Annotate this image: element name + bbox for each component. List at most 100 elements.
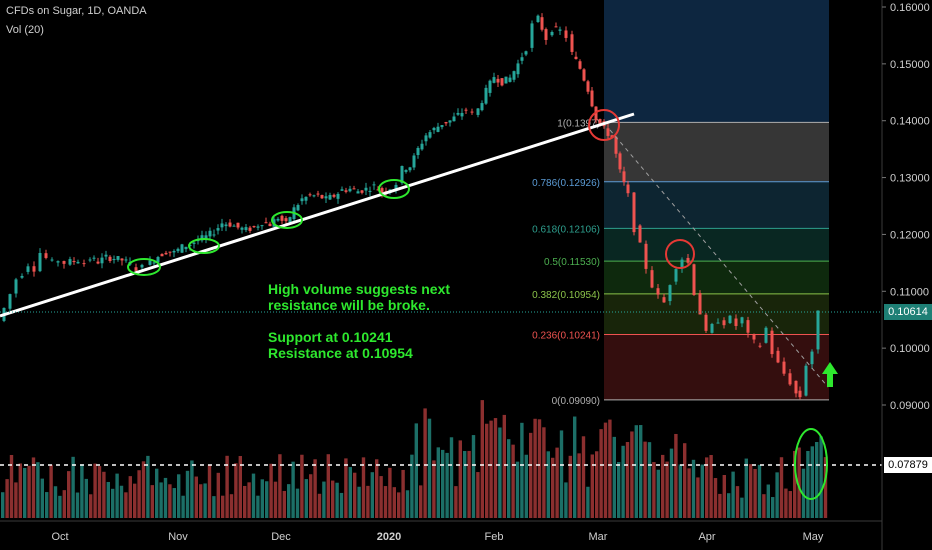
volume-bar <box>485 423 489 518</box>
candle-body <box>394 184 398 191</box>
volume-bar <box>414 423 418 518</box>
candle-body <box>248 227 252 231</box>
candle-body <box>500 78 504 86</box>
volume-bar <box>678 464 682 518</box>
price-tick-label: 0.14000 <box>890 116 930 128</box>
candle-body <box>368 190 372 192</box>
volume-bar <box>419 485 423 518</box>
volume-bar <box>287 484 291 518</box>
volume-bar <box>568 455 572 518</box>
volume-bar <box>71 456 75 518</box>
volume-bar <box>652 462 656 518</box>
volume-bar <box>661 454 665 518</box>
volume-bar <box>265 481 269 518</box>
volume-bar <box>762 494 766 518</box>
fib-level-label-0.5: 0.5(0.11530) <box>544 257 600 268</box>
volume-bar <box>700 464 704 518</box>
candle-body <box>212 234 216 236</box>
volume-bar <box>40 478 44 518</box>
volume-bar <box>273 481 278 518</box>
candle-body <box>598 119 602 124</box>
volume-bar <box>361 457 366 518</box>
candle-body <box>68 259 72 265</box>
volume-bar <box>546 451 550 518</box>
volume-indicator-label[interactable]: Vol (20) <box>6 24 44 36</box>
volume-bar <box>801 468 806 518</box>
volume-bar <box>331 480 335 518</box>
volume-bar <box>639 425 643 518</box>
volume-bar <box>581 436 586 518</box>
candle-body <box>764 327 768 343</box>
time-tick-label: Nov <box>168 531 188 543</box>
volume-bar <box>89 494 93 518</box>
fib-zone-0.382 <box>604 293 829 335</box>
volume-bar <box>797 447 801 518</box>
volume-bar <box>97 466 102 518</box>
candle-body <box>140 264 144 268</box>
candle-body <box>492 77 496 83</box>
candle-body <box>116 256 120 260</box>
volume-bar <box>388 467 392 518</box>
candle-body <box>424 135 428 142</box>
rising-trendline[interactable] <box>0 112 635 318</box>
candle-body <box>408 167 412 171</box>
volume-bar <box>168 484 172 518</box>
time-tick-label: 2020 <box>377 531 401 543</box>
candle-body <box>734 318 738 326</box>
candle-body <box>88 259 92 261</box>
price-tick-label: 0.10000 <box>890 343 930 355</box>
candle-body <box>622 171 626 183</box>
candle-body <box>794 380 798 394</box>
candle-body <box>758 345 762 347</box>
candle-body <box>710 323 714 333</box>
volume-bar <box>533 418 537 518</box>
candle-body <box>606 128 610 136</box>
volume-bar <box>124 492 128 518</box>
candle-body <box>376 189 380 191</box>
volume-bar <box>823 457 828 518</box>
volume-bar <box>115 473 119 518</box>
volume-bar <box>31 457 36 518</box>
volume-bar <box>146 455 150 518</box>
volume-bar <box>353 472 357 518</box>
volume-bar <box>5 479 9 518</box>
volume-bar <box>722 475 726 518</box>
candle-body <box>524 51 528 55</box>
volume-bar <box>687 468 691 518</box>
candle-body <box>240 227 244 230</box>
candle-body <box>590 90 594 107</box>
candle-body <box>192 242 196 244</box>
candle-body <box>316 193 320 195</box>
fib-level-label-0.382: 0.382(0.10954) <box>532 290 600 301</box>
volume-bar <box>735 486 740 518</box>
candle-body <box>400 166 404 184</box>
volume-bar <box>458 440 462 518</box>
candle-body <box>312 195 316 197</box>
volume-bar <box>612 436 616 518</box>
volume-bar <box>295 488 300 518</box>
volume-bar <box>577 453 581 518</box>
candle-body <box>324 196 328 199</box>
volume-bar <box>102 471 106 518</box>
volume-bar <box>260 479 264 518</box>
candles <box>2 13 820 400</box>
volume-bar <box>251 473 256 518</box>
volume-bar <box>339 492 344 518</box>
candle-body <box>332 194 336 197</box>
volume-bar <box>49 464 53 518</box>
volume-bar <box>555 447 559 518</box>
volume-bar <box>238 456 242 518</box>
candle-body <box>752 334 756 340</box>
volume-bar <box>806 450 810 518</box>
candle-body <box>428 132 432 138</box>
candle-body <box>96 261 100 264</box>
volume-bar <box>80 464 84 518</box>
candle-body <box>284 218 288 222</box>
candle-body <box>152 262 156 264</box>
candle-body <box>728 315 732 324</box>
volume-bar <box>410 454 414 518</box>
candle-body <box>304 196 308 201</box>
